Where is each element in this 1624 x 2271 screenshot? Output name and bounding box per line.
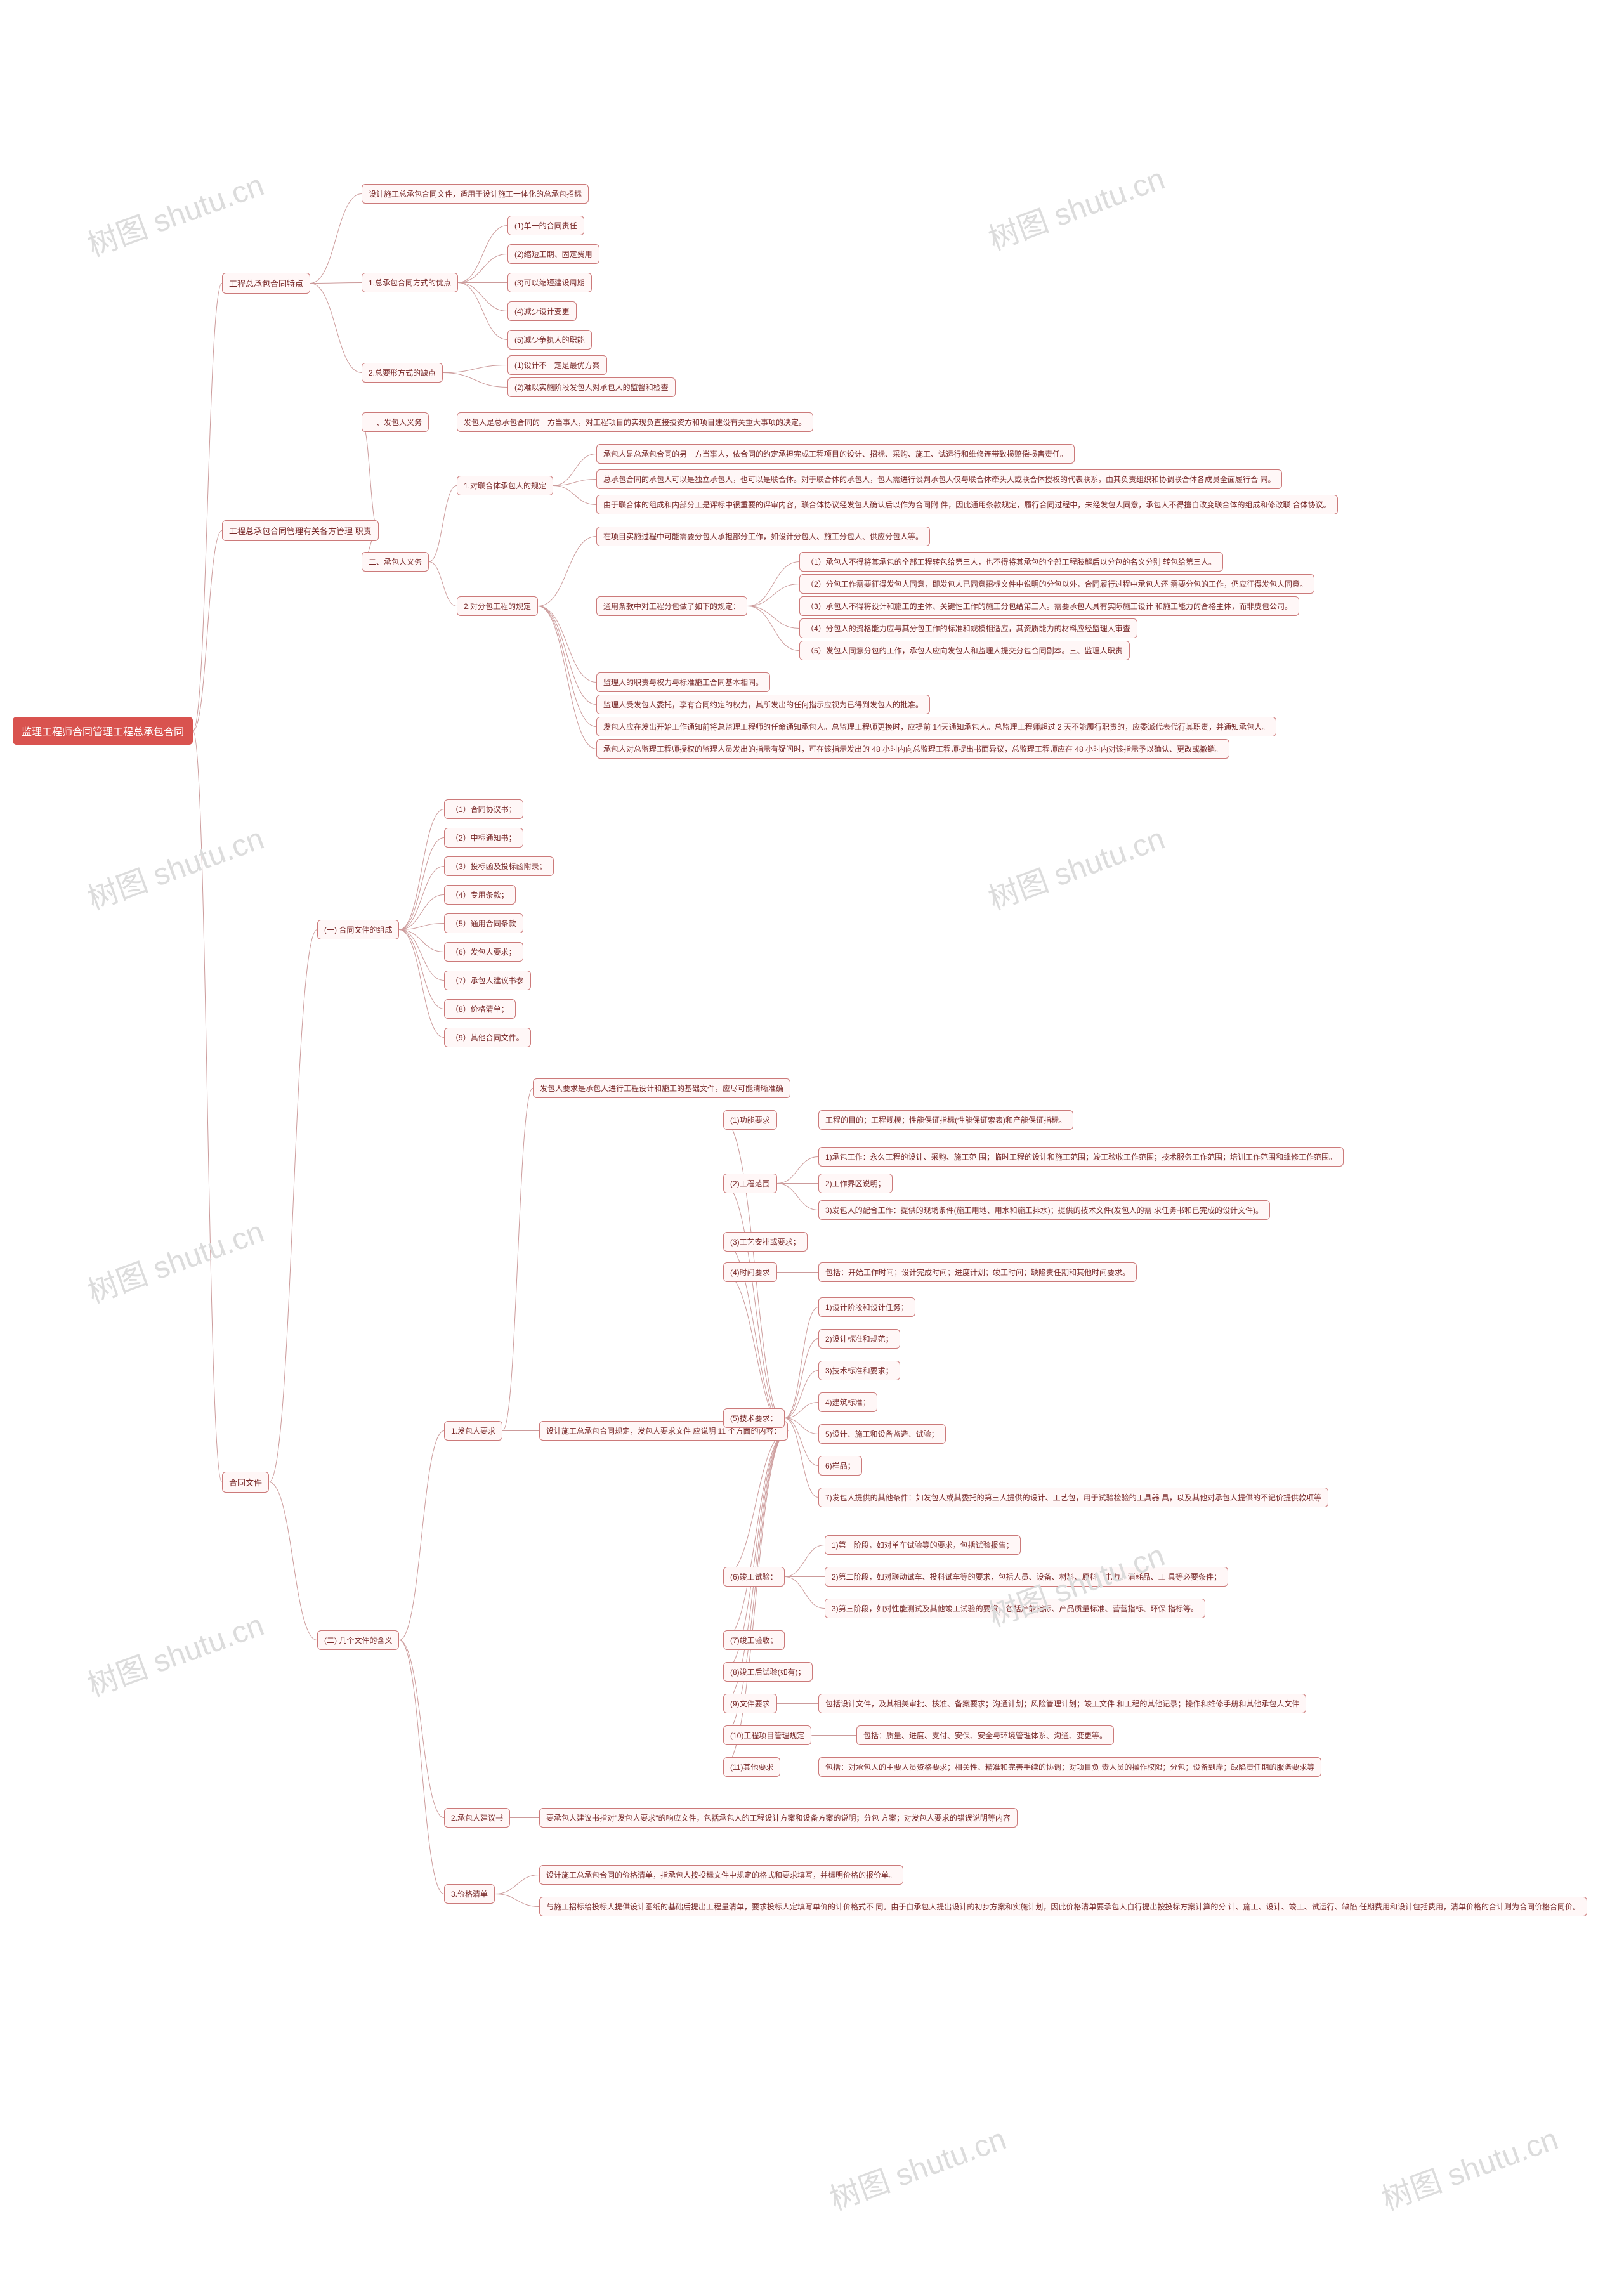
mindmap-node[interactable]: 一、发包人义务	[362, 412, 429, 432]
mindmap-node[interactable]: 2)第二阶段，如对联动试车、投料试车等的要求，包括人员、设备、材料、原料、电力、…	[825, 1567, 1228, 1587]
watermark-text: 树图 shutu.cn	[823, 2114, 1011, 2218]
mindmap-node[interactable]: 4)建筑标准；	[818, 1392, 877, 1412]
mindmap-node[interactable]: （1）承包人不得将其承包的全部工程转包给第三人，也不得将其承包的全部工程肢解后以…	[799, 552, 1223, 572]
mindmap-node[interactable]: (二) 几个文件的含义	[317, 1630, 399, 1650]
mindmap-node[interactable]: (3)工艺安排或要求；	[723, 1232, 808, 1252]
mindmap-node[interactable]: 发包人应在发出开始工作通知前将总监理工程师的任命通知承包人。总监理工程师更换时，…	[596, 717, 1276, 736]
mindmap-node[interactable]: 包括：对承包人的主要人员资格要求；相关性、精准和完善手续的协调；对项目负 责人员…	[818, 1757, 1321, 1777]
mindmap-node[interactable]: 二、承包人义务	[362, 552, 429, 572]
mindmap-node[interactable]: 3)发包人的配合工作：提供的现场条件(施工用地、用水和施工排水)；提供的技术文件…	[818, 1200, 1270, 1220]
mindmap-node[interactable]: （3）投标函及投标函附录；	[444, 856, 554, 876]
mindmap-node[interactable]: （2）中标通知书；	[444, 828, 523, 848]
watermark-text: 树图 shutu.cn	[81, 1207, 269, 1311]
mindmap-node[interactable]: （1）合同协议书；	[444, 799, 523, 819]
mindmap-node[interactable]: (1)功能要求	[723, 1110, 777, 1130]
mindmap-node[interactable]: 1)承包工作：永久工程的设计、采购、施工范 围；临时工程的设计和施工范围；竣工验…	[818, 1147, 1344, 1167]
mindmap-node[interactable]: (2)工程范围	[723, 1174, 777, 1193]
mindmap-node[interactable]: 7)发包人提供的其他条件：如发包人或其委托的第三人提供的设计、工艺包，用于试验检…	[818, 1488, 1328, 1507]
mindmap-node[interactable]: 1)第一阶段，如对单车试验等的要求，包括试验报告；	[825, 1535, 1021, 1555]
mindmap-node[interactable]: 3)技术标准和要求；	[818, 1361, 900, 1380]
mindmap-node[interactable]: (2)缩短工期、固定费用	[508, 244, 599, 264]
watermark-text: 树图 shutu.cn	[1375, 2114, 1563, 2218]
mindmap-node[interactable]: 3)第三阶段，如对性能测试及其他竣工试验的要求，包括产能指标、产品质量标准、营营…	[825, 1599, 1205, 1618]
mindmap-node[interactable]: (一) 合同文件的组成	[317, 920, 399, 939]
mindmap-node[interactable]: 要承包人建议书指对"发包人要求"的响应文件，包括承包人的工程设计方案和设备方案的…	[539, 1808, 1018, 1828]
mindmap-node[interactable]: 1.总承包合同方式的优点	[362, 273, 458, 292]
mindmap-node[interactable]: 承包人是总承包合同的另一方当事人，依合同的约定承担完成工程项目的设计、招标、采购…	[596, 444, 1075, 464]
mindmap-node[interactable]: 在项目实施过程中可能需要分包人承担部分工作，如设计分包人、施工分包人、供应分包人…	[596, 527, 930, 546]
mindmap-node[interactable]: （9）其他合同文件。	[444, 1028, 531, 1047]
watermark-text: 树图 shutu.cn	[81, 813, 269, 918]
mindmap-node[interactable]: （7）承包人建议书参	[444, 971, 531, 990]
mindmap-node[interactable]: （2）分包工作需要征得发包人同意，即发包人已同意招标文件中说明的分包以外，合同履…	[799, 574, 1314, 594]
mindmap-node[interactable]: (7)竣工验收；	[723, 1630, 785, 1650]
mindmap-node[interactable]: （5）通用合同条款	[444, 913, 523, 933]
mindmap-node[interactable]: 1.对联合体承包人的规定	[457, 476, 553, 495]
mindmap-node[interactable]: 监理工程师合同管理工程总承包合同	[13, 717, 193, 745]
mindmap-node[interactable]: 工程总承包合同管理有关各方管理 职责	[222, 520, 379, 541]
watermark-text: 树图 shutu.cn	[81, 1600, 269, 1705]
mindmap-node[interactable]: (10)工程项目管理规定	[723, 1725, 811, 1745]
mindmap-node[interactable]: （4）分包人的资格能力应与其分包工作的标准和规模相适应，其资质能力的材料应经监理…	[799, 618, 1137, 638]
mindmap-node[interactable]: （4）专用条款；	[444, 885, 516, 905]
watermark-text: 树图 shutu.cn	[981, 813, 1170, 918]
mindmap-node[interactable]: (1)设计不一定是最优方案	[508, 355, 607, 375]
mindmap-node[interactable]: 1)设计阶段和设计任务；	[818, 1297, 915, 1317]
mindmap-node[interactable]: 发包人要求是承包人进行工程设计和施工的基础文件，应尽可能清晰准确	[533, 1078, 790, 1098]
mindmap-node[interactable]: 承包人对总监理工程师授权的监理人员发出的指示有疑问时，可在该指示发出的 48 小…	[596, 739, 1229, 759]
mindmap-node[interactable]: (4)减少设计变更	[508, 301, 577, 321]
mindmap-node[interactable]: 包括设计文件，及其相关审批、核准、备案要求；沟通计划；风险管理计划；竣工文件 和…	[818, 1694, 1306, 1713]
mindmap-node[interactable]: 与施工招标给投标人提供设计图纸的基础后提出工程量清单，要求投标人定填写单价的计价…	[539, 1897, 1587, 1916]
mindmap-node[interactable]: （6）发包人要求；	[444, 942, 523, 962]
mindmap-node[interactable]: （8）价格清单；	[444, 999, 516, 1019]
mindmap-node[interactable]: (4)时间要求	[723, 1262, 777, 1282]
mindmap-node[interactable]: 包括：质量、进度、支付、安保、安全与环境管理体系、沟通、变更等。	[856, 1725, 1114, 1745]
mindmap-node[interactable]: 通用条款中对工程分包做了如下的规定：	[596, 596, 747, 616]
mindmap-node[interactable]: (9)文件要求	[723, 1694, 777, 1713]
mindmap-node[interactable]: 总承包合同的承包人可以是独立承包人，也可以是联合体。对于联合体的承包人，包人需进…	[596, 469, 1282, 489]
mindmap-node[interactable]: (1)单一的合同责任	[508, 216, 584, 235]
mindmap-node[interactable]: 5)设计、施工和设备监造、试验；	[818, 1424, 946, 1444]
mindmap-node[interactable]: (3)可以缩短建设周期	[508, 273, 592, 292]
mindmap-node[interactable]: 2.对分包工程的规定	[457, 596, 538, 616]
mindmap-node[interactable]: 监理人的职责与权力与标准施工合同基本相同。	[596, 672, 770, 692]
mindmap-node[interactable]: 1.发包人要求	[444, 1421, 502, 1441]
connector-layer	[0, 0, 1624, 2271]
mindmap-node[interactable]: 工程总承包合同特点	[222, 273, 310, 294]
mindmap-node[interactable]: 监理人受发包人委托，享有合同约定的权力，其所发出的任何指示应视为已得到发包人的批…	[596, 695, 930, 714]
mindmap-node[interactable]: (11)其他要求	[723, 1757, 780, 1777]
mindmap-node[interactable]: 设计施工总承包合同的价格清单，指承包人按投标文件中规定的格式和要求填写，并标明价…	[539, 1865, 903, 1885]
mindmap-node[interactable]: 3.价格清单	[444, 1884, 495, 1904]
mindmap-node[interactable]: 发包人是总承包合同的一方当事人，对工程项目的实现负直接投资方和项目建设有关重大事…	[457, 412, 813, 432]
watermark-text: 树图 shutu.cn	[981, 154, 1170, 258]
mindmap-node[interactable]: 2)工作界区说明；	[818, 1174, 893, 1193]
watermark-text: 树图 shutu.cn	[81, 160, 269, 265]
mindmap-node[interactable]: (5)减少争执人的职能	[508, 330, 592, 350]
mindmap-node[interactable]: 包括：开始工作时间；设计完成时间；进度计划；竣工时间；缺陷责任期和其他时间要求。	[818, 1262, 1137, 1282]
mindmap-node[interactable]: 6)样品；	[818, 1456, 862, 1476]
mindmap-node[interactable]: （3）承包人不得将设计和施工的主体、关键性工作的施工分包给第三人。需要承包人具有…	[799, 596, 1299, 616]
mindmap-node[interactable]: (8)竣工后试验(如有)；	[723, 1662, 813, 1682]
mindmap-node[interactable]: 设计施工总承包合同文件，适用于设计施工一体化的总承包招标	[362, 184, 589, 204]
mindmap-node[interactable]: (6)竣工试验：	[723, 1567, 785, 1587]
mindmap-node[interactable]: （5）发包人同意分包的工作，承包人应向发包人和监理人提交分包合同副本。三、监理人…	[799, 641, 1130, 660]
mindmap-node[interactable]: 2)设计标准和规范；	[818, 1329, 900, 1349]
mindmap-node[interactable]: 工程的目的；工程规模；性能保证指标(性能保证索表)和产能保证指标。	[818, 1110, 1073, 1130]
mindmap-node[interactable]: 2.总要形方式的缺点	[362, 363, 443, 383]
mindmap-node[interactable]: (2)难以实施阶段发包人对承包人的监督和检查	[508, 377, 676, 397]
mindmap-node[interactable]: 由于联合体的组成和内部分工是评标中很重要的评审内容，联合体协议经发包人确认后以作…	[596, 495, 1338, 514]
mindmap-node[interactable]: 合同文件	[222, 1472, 269, 1493]
mindmap-node[interactable]: (5)技术要求：	[723, 1408, 785, 1428]
mindmap-node[interactable]: 2.承包人建议书	[444, 1808, 510, 1828]
